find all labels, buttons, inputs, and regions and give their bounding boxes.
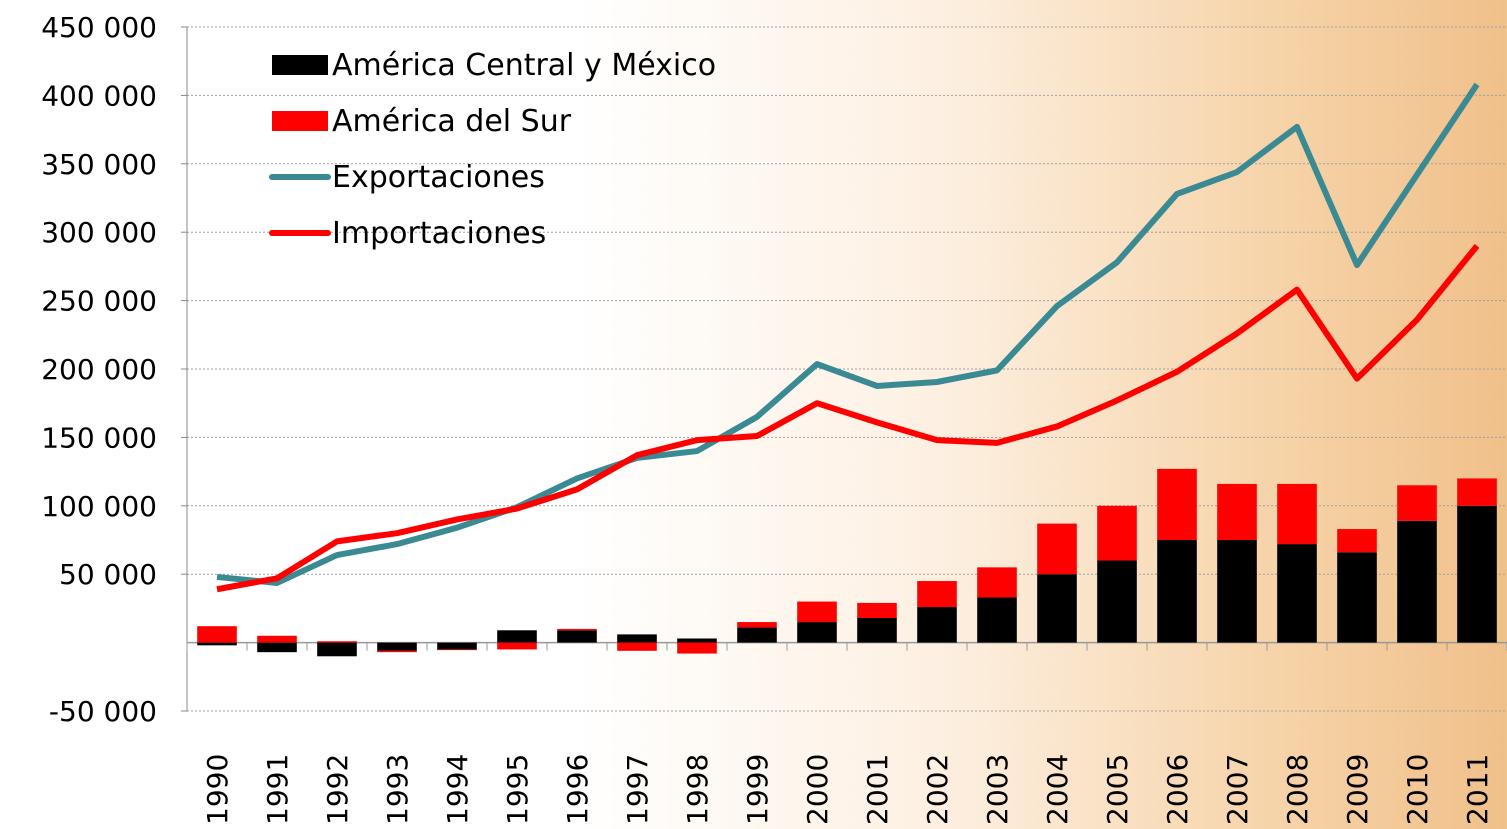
y-tick-label: -50 000 xyxy=(49,695,157,728)
x-tick-label: 2008 xyxy=(1281,754,1314,825)
x-tick-label: 2009 xyxy=(1341,754,1374,825)
bar xyxy=(977,597,1017,643)
y-tick-label: 250 000 xyxy=(41,285,157,318)
y-tick-label: 450 000 xyxy=(41,11,157,44)
legend-label: Importaciones xyxy=(332,216,546,251)
y-tick-label: 350 000 xyxy=(41,148,157,181)
bar xyxy=(437,642,477,650)
legend-swatch xyxy=(272,55,328,75)
bar xyxy=(437,649,477,651)
x-tick-label: 1990 xyxy=(201,754,234,825)
bar xyxy=(1277,483,1317,545)
x-tick-label: 2005 xyxy=(1101,754,1134,825)
x-tick-label: 2000 xyxy=(801,754,834,825)
bar xyxy=(617,642,657,651)
x-tick-label: 2011 xyxy=(1461,754,1494,825)
bar xyxy=(497,642,537,650)
bar xyxy=(377,642,417,651)
bar xyxy=(317,642,357,657)
y-tick-label: 50 000 xyxy=(59,558,157,591)
x-tick-label: 1999 xyxy=(741,754,774,825)
bar xyxy=(257,635,297,643)
x-tick-label: 2004 xyxy=(1041,754,1074,825)
x-tick-label: 2010 xyxy=(1401,754,1434,825)
bar xyxy=(857,617,897,643)
x-tick-label: 1993 xyxy=(381,754,414,825)
x-tick-label: 1994 xyxy=(441,754,474,825)
y-tick-label: 100 000 xyxy=(41,490,157,523)
bar xyxy=(1397,520,1437,643)
y-tick-label: 200 000 xyxy=(41,353,157,386)
legend-label: América del Sur xyxy=(332,104,572,139)
bar xyxy=(677,638,717,643)
bar xyxy=(1337,552,1377,643)
bar xyxy=(1457,505,1497,643)
x-tick-label: 1991 xyxy=(261,754,294,825)
y-tick-label: 400 000 xyxy=(41,79,157,112)
bar xyxy=(617,634,657,643)
bar xyxy=(257,642,297,653)
bar xyxy=(1157,540,1197,643)
legend-swatch xyxy=(272,111,328,131)
bar xyxy=(1217,540,1257,643)
bar xyxy=(197,642,237,646)
bar xyxy=(917,581,957,608)
bar xyxy=(1097,560,1137,643)
bar xyxy=(977,567,1017,598)
bar xyxy=(1157,468,1197,540)
bar xyxy=(737,622,777,628)
bar xyxy=(1397,485,1437,521)
bar xyxy=(557,630,597,643)
bar xyxy=(677,642,717,654)
x-tick-label: 2002 xyxy=(921,754,954,825)
bar xyxy=(1217,483,1257,540)
x-tick-label: 1992 xyxy=(321,754,354,825)
x-tick-label: 2006 xyxy=(1161,754,1194,825)
bar xyxy=(917,607,957,643)
bar xyxy=(1277,544,1317,643)
y-tick-label: 300 000 xyxy=(41,216,157,249)
legend-label: Exportaciones xyxy=(332,160,545,195)
x-tick-label: 1997 xyxy=(621,754,654,825)
x-tick-label: 2007 xyxy=(1221,754,1254,825)
bar xyxy=(1037,523,1077,575)
bar xyxy=(197,626,237,643)
legend-label: América Central y México xyxy=(332,48,716,83)
bar xyxy=(557,628,597,631)
line xyxy=(216,243,1480,593)
line xyxy=(216,82,1480,586)
bar xyxy=(737,627,777,643)
x-tick-label: 2001 xyxy=(861,754,894,825)
bar xyxy=(797,601,837,623)
bar xyxy=(797,622,837,643)
bar xyxy=(1337,529,1377,553)
y-tick-label: 150 000 xyxy=(41,421,157,454)
bar xyxy=(857,602,897,618)
bar xyxy=(317,641,357,643)
x-tick-label: 1996 xyxy=(561,754,594,825)
x-tick-label: 1995 xyxy=(501,754,534,825)
bar xyxy=(1457,478,1497,506)
bar xyxy=(377,650,417,653)
bar xyxy=(1037,574,1077,643)
bar xyxy=(1097,505,1137,561)
x-tick-label: 2003 xyxy=(981,754,1014,825)
x-tick-label: 1998 xyxy=(681,754,714,825)
bar xyxy=(497,630,537,643)
